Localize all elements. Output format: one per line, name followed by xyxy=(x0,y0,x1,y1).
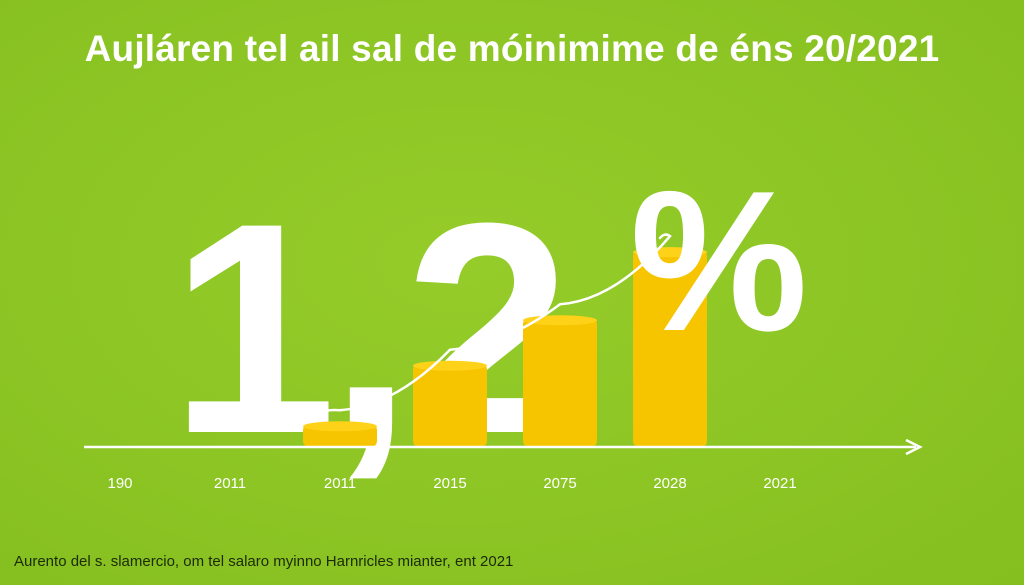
x-tick-label-0: 190 xyxy=(107,475,132,492)
x-tick-label-5: 2028 xyxy=(653,475,686,492)
x-tick-label-2: 2011 xyxy=(324,475,356,492)
footnote-text: Aurento del s. slamercio, om tel salaro … xyxy=(14,553,514,570)
x-tick-label-1: 2011 xyxy=(214,475,246,492)
x-axis-arrow xyxy=(905,438,923,456)
bar-5 xyxy=(633,250,707,447)
bar-3 xyxy=(413,363,487,447)
bar-cap-3 xyxy=(413,360,487,371)
trend-line xyxy=(316,233,672,415)
x-tick-label-4: 2075 xyxy=(543,475,576,492)
bar-4 xyxy=(523,318,597,447)
chart-title: Aujláren tel ail sal de móinimime de éns… xyxy=(84,28,940,69)
x-tick-label-6: 2021 xyxy=(763,475,796,492)
x-tick-label-3: 2015 xyxy=(433,475,466,492)
bar-cap-2 xyxy=(303,421,377,432)
headline-unit: % xyxy=(630,150,808,373)
